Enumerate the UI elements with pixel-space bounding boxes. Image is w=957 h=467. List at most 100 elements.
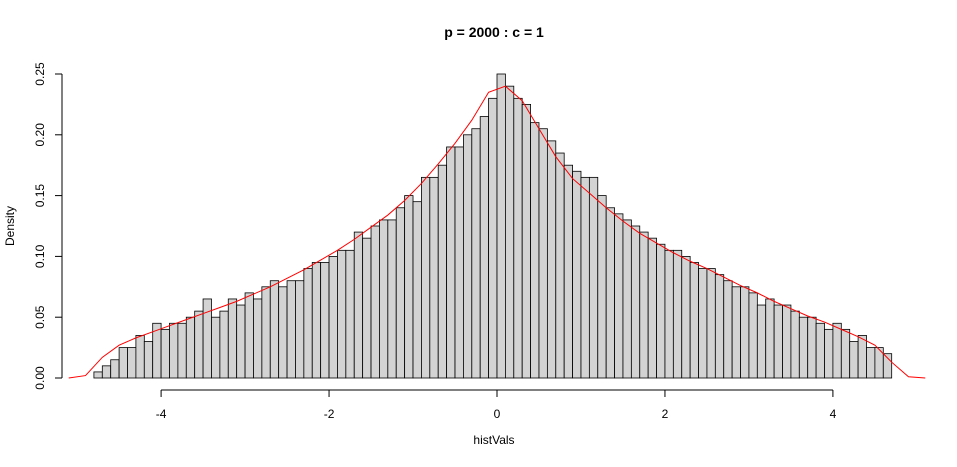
bar — [110, 359, 120, 379]
bar — [605, 207, 615, 379]
bar — [656, 243, 666, 379]
bar — [278, 286, 288, 379]
bar — [630, 225, 641, 379]
bar — [731, 286, 741, 379]
bar — [580, 176, 590, 379]
bar — [513, 97, 523, 379]
bar — [546, 140, 557, 379]
bar — [463, 134, 473, 379]
bar — [689, 262, 699, 379]
bar — [832, 322, 842, 379]
x-tick-label: 2 — [662, 407, 669, 421]
bar — [395, 207, 406, 379]
bar — [370, 225, 380, 379]
bar — [479, 116, 490, 379]
bar — [849, 341, 859, 379]
bar — [320, 262, 330, 379]
bar — [437, 164, 448, 379]
bar — [160, 328, 170, 379]
bar — [597, 195, 607, 379]
bar — [647, 237, 657, 379]
bar — [857, 335, 867, 379]
bar — [244, 292, 254, 379]
bar — [572, 170, 582, 379]
bar — [706, 268, 716, 379]
bar — [681, 255, 691, 379]
bar — [127, 347, 137, 379]
bar — [253, 298, 263, 379]
x-tick-label: -4 — [156, 407, 167, 421]
bar — [261, 286, 271, 379]
bar — [639, 231, 649, 379]
density-line — [68, 85, 926, 379]
bar — [496, 73, 506, 379]
bar — [840, 328, 851, 379]
bar — [362, 237, 372, 379]
bar — [337, 249, 347, 379]
bar — [538, 128, 548, 379]
bar — [471, 128, 481, 379]
bar — [504, 85, 515, 379]
bar — [773, 304, 783, 379]
y-tick-label: 0.05 — [33, 305, 47, 329]
bar — [135, 335, 145, 379]
x-tick-label: 4 — [830, 407, 837, 421]
bar — [723, 280, 733, 379]
bar — [588, 176, 599, 379]
x-tick-label: -2 — [324, 407, 335, 421]
bar — [765, 298, 775, 379]
bar — [177, 322, 187, 379]
bar — [563, 164, 573, 379]
bar — [614, 213, 624, 379]
bar — [93, 371, 103, 379]
bar — [345, 249, 355, 379]
bar — [740, 286, 750, 379]
bar — [379, 219, 389, 379]
bar — [194, 310, 204, 379]
bar — [387, 219, 397, 379]
x-tick-label: 0 — [494, 407, 501, 421]
bar — [227, 298, 238, 379]
bar — [101, 365, 112, 379]
bar — [286, 280, 296, 379]
bar — [866, 347, 876, 379]
y-tick-label: 0.15 — [33, 184, 47, 208]
bar — [824, 328, 834, 379]
bar — [404, 195, 414, 379]
bar — [446, 146, 456, 379]
bar — [530, 122, 540, 379]
x-axis-label: histVals — [473, 433, 514, 447]
bar — [664, 249, 674, 379]
bar — [807, 316, 817, 379]
bar — [143, 341, 154, 379]
bar — [622, 219, 632, 379]
bar — [353, 231, 364, 379]
bar — [815, 322, 825, 379]
y-axis-label: Density — [3, 206, 17, 246]
bar — [429, 176, 439, 379]
bar — [236, 304, 246, 379]
bar — [488, 97, 498, 379]
bar — [295, 280, 305, 379]
bar — [169, 322, 179, 379]
bar — [882, 353, 893, 379]
bar — [303, 268, 313, 379]
bar — [454, 146, 464, 379]
bar — [748, 292, 758, 379]
bar — [219, 310, 229, 379]
y-tick-label: 0.00 — [33, 366, 47, 390]
bar — [269, 280, 280, 379]
bar — [185, 316, 196, 379]
bar — [782, 304, 792, 379]
bar — [521, 104, 531, 379]
y-tick-label: 0.25 — [33, 62, 47, 86]
bar — [790, 310, 800, 379]
bar — [328, 255, 338, 379]
bar — [555, 152, 565, 379]
y-tick-label: 0.10 — [33, 244, 47, 268]
bar — [412, 201, 422, 379]
bar — [714, 274, 725, 379]
bar — [311, 262, 322, 379]
bar — [672, 249, 683, 379]
